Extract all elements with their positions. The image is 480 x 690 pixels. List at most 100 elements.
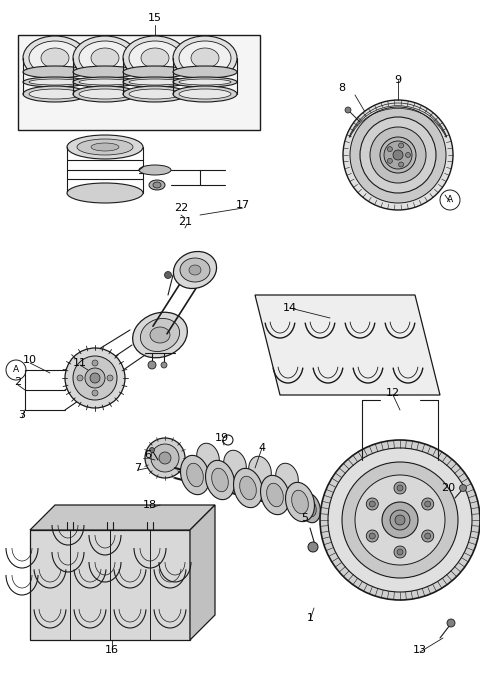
Circle shape xyxy=(387,146,393,152)
Ellipse shape xyxy=(249,456,271,486)
Ellipse shape xyxy=(343,100,453,210)
Ellipse shape xyxy=(73,356,117,400)
Ellipse shape xyxy=(132,312,187,358)
Ellipse shape xyxy=(23,86,87,102)
Text: 7: 7 xyxy=(134,463,142,473)
Ellipse shape xyxy=(129,79,181,85)
Ellipse shape xyxy=(145,438,185,478)
Ellipse shape xyxy=(350,107,446,203)
Text: 12: 12 xyxy=(386,388,400,398)
Circle shape xyxy=(425,533,431,539)
Ellipse shape xyxy=(41,48,69,68)
Ellipse shape xyxy=(67,135,143,159)
Circle shape xyxy=(425,501,431,507)
Ellipse shape xyxy=(73,36,137,80)
Circle shape xyxy=(398,143,404,148)
Ellipse shape xyxy=(173,86,237,102)
Ellipse shape xyxy=(380,137,416,173)
Text: 22: 22 xyxy=(174,203,188,213)
Circle shape xyxy=(366,530,378,542)
Circle shape xyxy=(77,375,83,381)
Ellipse shape xyxy=(29,41,81,75)
Circle shape xyxy=(397,485,403,491)
Circle shape xyxy=(394,482,406,494)
Text: 20: 20 xyxy=(441,483,455,493)
Ellipse shape xyxy=(79,79,131,85)
Ellipse shape xyxy=(139,165,171,175)
Circle shape xyxy=(459,484,467,491)
Ellipse shape xyxy=(179,89,231,99)
Circle shape xyxy=(369,501,375,507)
Ellipse shape xyxy=(300,493,321,523)
Ellipse shape xyxy=(23,66,87,78)
Polygon shape xyxy=(30,530,190,640)
Text: 18: 18 xyxy=(143,500,157,510)
Circle shape xyxy=(366,498,378,510)
Text: 16: 16 xyxy=(105,645,119,655)
Circle shape xyxy=(406,152,410,157)
Ellipse shape xyxy=(141,319,180,351)
Ellipse shape xyxy=(91,143,119,151)
Ellipse shape xyxy=(85,368,105,388)
Ellipse shape xyxy=(390,510,410,530)
Ellipse shape xyxy=(197,443,219,473)
Ellipse shape xyxy=(141,48,169,68)
Ellipse shape xyxy=(123,86,187,102)
Ellipse shape xyxy=(191,48,219,68)
Ellipse shape xyxy=(29,79,81,85)
Ellipse shape xyxy=(370,127,426,183)
Ellipse shape xyxy=(173,77,237,87)
Text: 21: 21 xyxy=(178,217,192,227)
Ellipse shape xyxy=(393,150,403,160)
Ellipse shape xyxy=(342,462,458,578)
Circle shape xyxy=(148,361,156,369)
Circle shape xyxy=(165,271,171,279)
Ellipse shape xyxy=(79,89,131,99)
Ellipse shape xyxy=(123,66,187,78)
Text: 14: 14 xyxy=(283,303,297,313)
Circle shape xyxy=(92,360,98,366)
Circle shape xyxy=(398,162,404,167)
Ellipse shape xyxy=(240,476,256,500)
Circle shape xyxy=(223,435,233,445)
Ellipse shape xyxy=(149,180,165,190)
Ellipse shape xyxy=(180,258,210,282)
Ellipse shape xyxy=(79,41,131,75)
Ellipse shape xyxy=(129,41,181,75)
Ellipse shape xyxy=(77,139,133,155)
Ellipse shape xyxy=(29,89,81,99)
Text: 1: 1 xyxy=(307,613,313,623)
Circle shape xyxy=(397,549,403,555)
Circle shape xyxy=(161,362,167,368)
Circle shape xyxy=(447,619,455,627)
Text: 11: 11 xyxy=(73,358,87,368)
Polygon shape xyxy=(30,505,215,530)
Circle shape xyxy=(369,533,375,539)
Ellipse shape xyxy=(129,89,181,99)
Circle shape xyxy=(387,159,393,164)
Ellipse shape xyxy=(173,66,237,78)
Ellipse shape xyxy=(292,490,308,514)
Ellipse shape xyxy=(384,141,412,169)
Ellipse shape xyxy=(150,327,170,343)
Ellipse shape xyxy=(91,48,119,68)
Text: 5: 5 xyxy=(301,513,309,523)
Ellipse shape xyxy=(234,469,263,508)
Text: 2: 2 xyxy=(14,377,22,387)
Text: 13: 13 xyxy=(413,645,427,655)
Circle shape xyxy=(149,448,155,453)
Circle shape xyxy=(92,390,98,396)
Text: 10: 10 xyxy=(23,355,37,365)
Ellipse shape xyxy=(395,515,405,525)
Text: 4: 4 xyxy=(258,443,265,453)
Text: 19: 19 xyxy=(215,433,229,443)
Ellipse shape xyxy=(179,41,231,75)
Ellipse shape xyxy=(205,460,234,500)
Ellipse shape xyxy=(173,36,237,80)
Ellipse shape xyxy=(212,469,228,492)
Ellipse shape xyxy=(73,86,137,102)
Circle shape xyxy=(422,530,434,542)
Ellipse shape xyxy=(73,77,137,87)
Ellipse shape xyxy=(173,251,216,288)
Ellipse shape xyxy=(73,66,137,78)
